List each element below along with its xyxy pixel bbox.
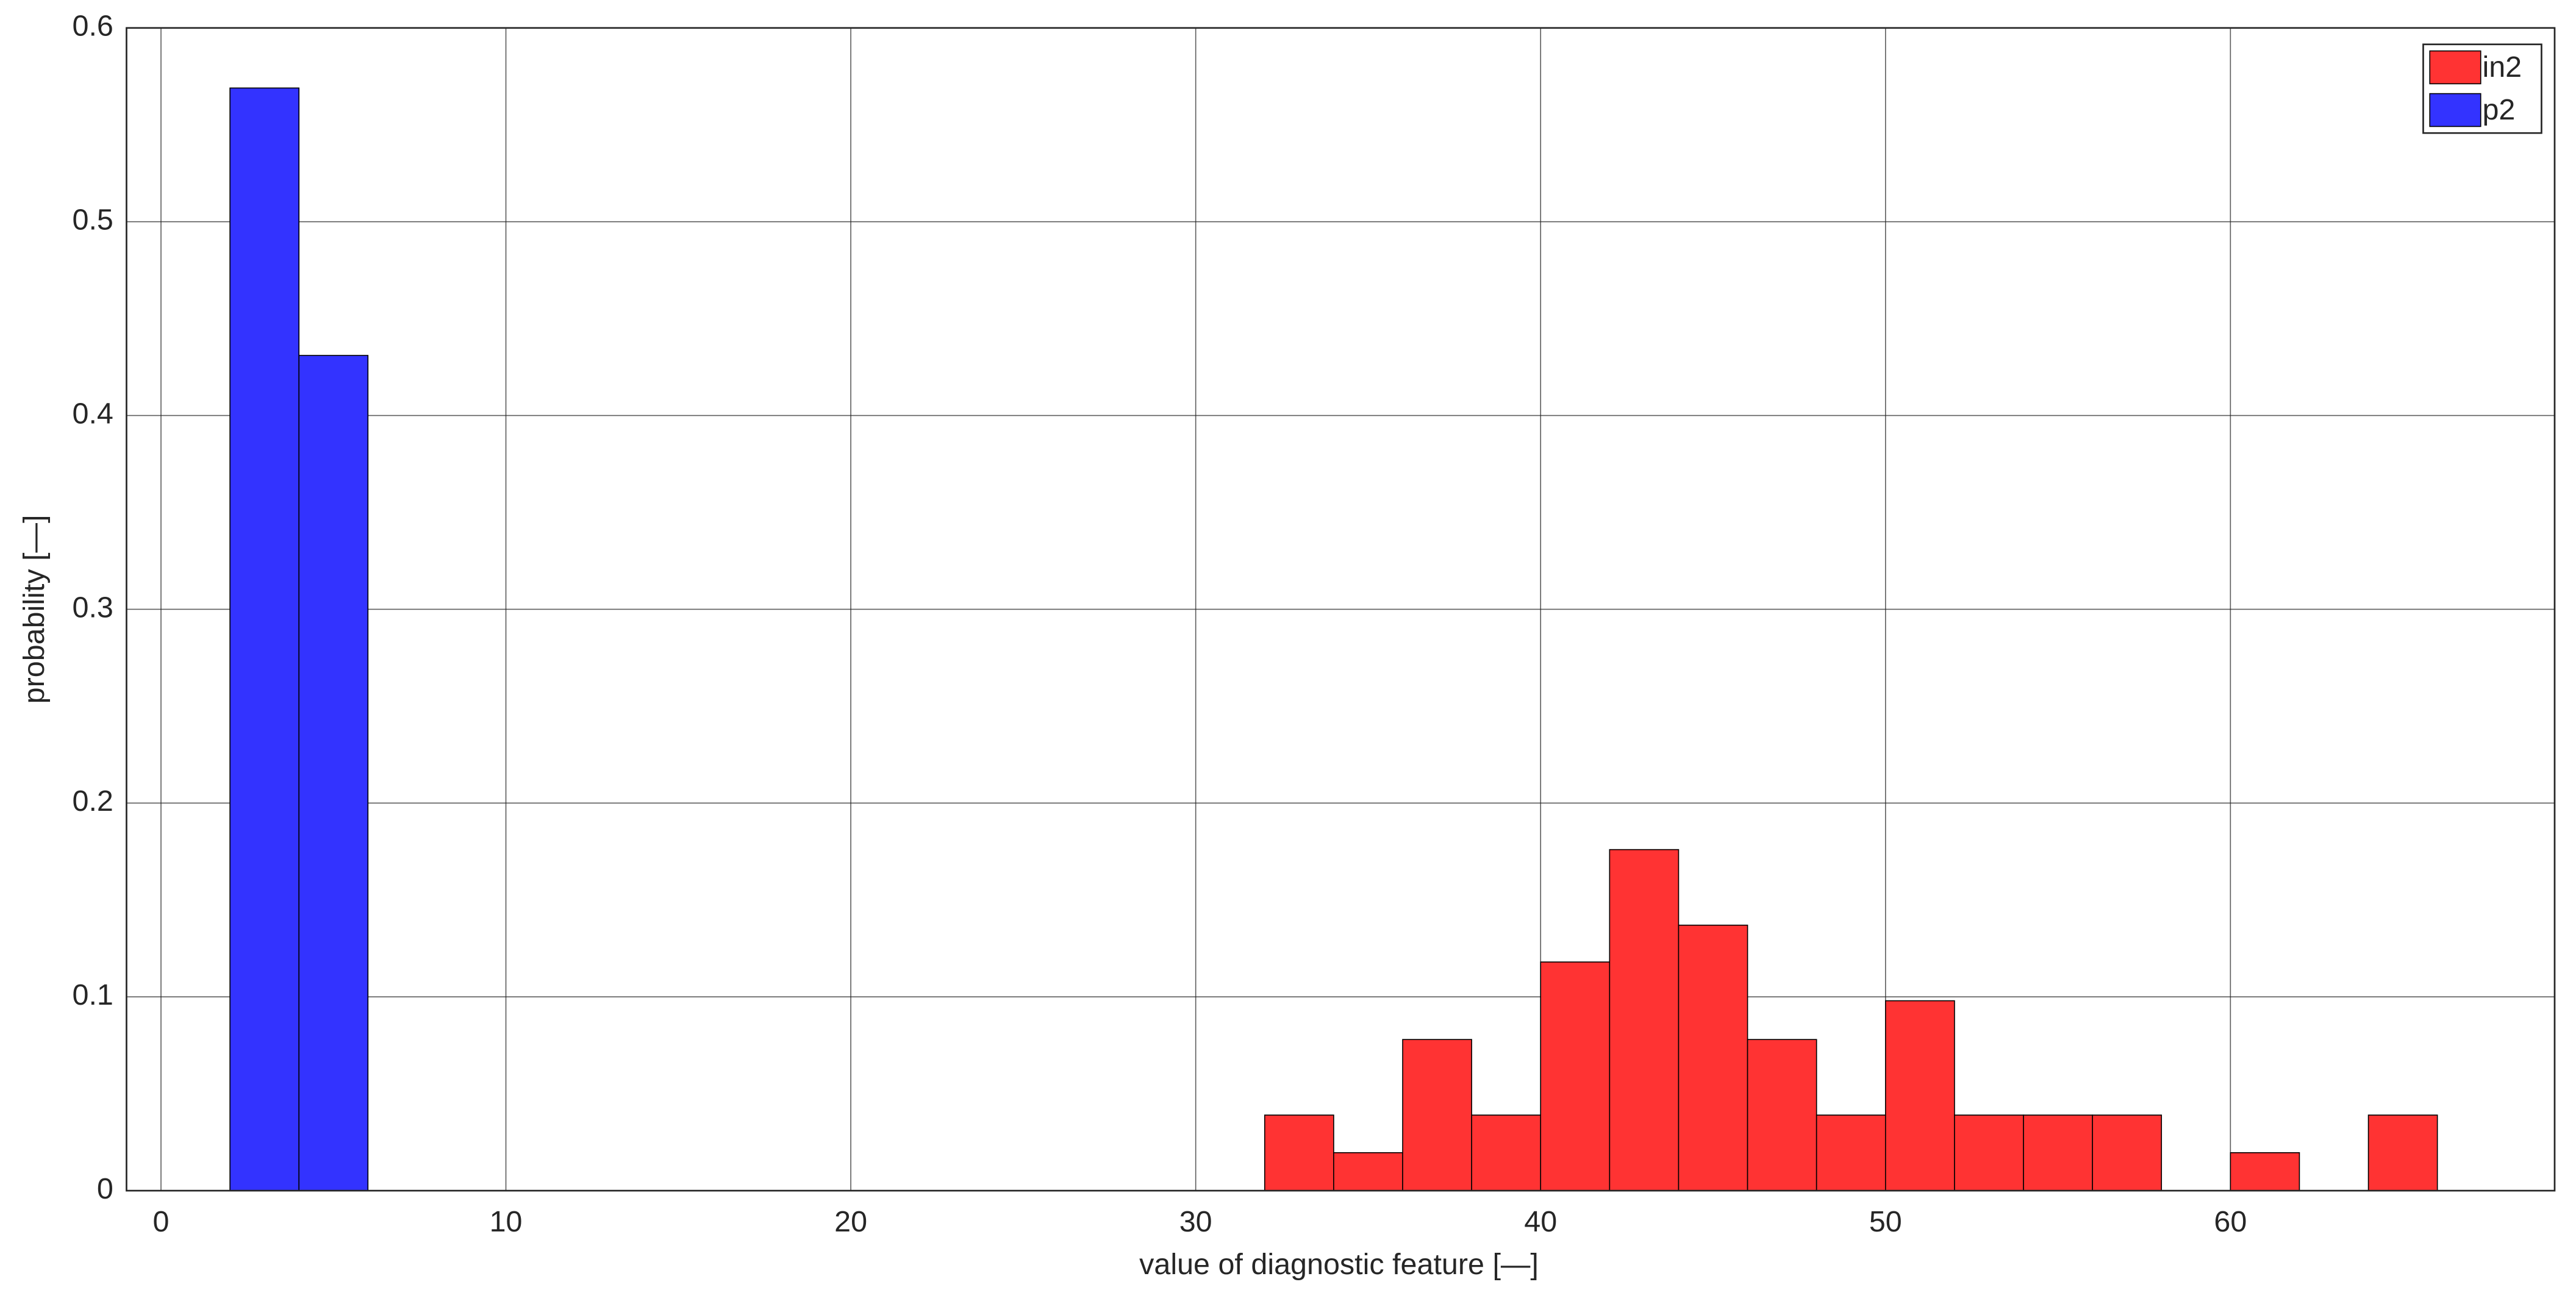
histogram-bar — [2230, 1152, 2300, 1191]
histogram-bar — [1471, 1114, 1542, 1191]
y-axis-label: probability [—] — [18, 515, 51, 704]
legend-label: p2 — [2482, 93, 2515, 126]
x-tick-label: 60 — [2214, 1205, 2247, 1238]
legend-swatch — [2429, 50, 2481, 85]
histogram-bar — [2023, 1114, 2093, 1191]
legend-swatch — [2429, 93, 2481, 127]
legend-label: in2 — [2482, 51, 2522, 84]
x-tick-label: 20 — [834, 1205, 867, 1238]
histogram-bar — [1540, 961, 1611, 1191]
y-tick-label: 0.5 — [72, 204, 113, 237]
x-tick-label: 40 — [1524, 1205, 1557, 1238]
y-tick-label: 0.4 — [72, 397, 113, 430]
histogram-bar — [2367, 1114, 2438, 1191]
histogram-bar — [1402, 1039, 1472, 1191]
histogram-bar — [1678, 924, 1748, 1191]
histogram-bar — [1747, 1039, 1817, 1191]
y-tick-label: 0.6 — [72, 10, 113, 43]
y-tick-label: 0.3 — [72, 591, 113, 624]
histogram-bar — [1884, 1000, 1955, 1191]
histogram-bar — [1954, 1114, 2024, 1191]
x-tick-label: 50 — [1869, 1205, 1902, 1238]
histogram-bar — [1333, 1152, 1403, 1191]
histogram-bar — [1264, 1114, 1334, 1191]
axes-box — [126, 27, 2556, 1192]
y-tick-label: 0 — [97, 1172, 113, 1205]
histogram-bar — [1816, 1114, 1886, 1191]
histogram-bar — [2092, 1114, 2163, 1191]
histogram-bar — [1609, 849, 1680, 1191]
x-axis-label: value of diagnostic feature [—] — [1139, 1248, 1539, 1281]
x-tick-label: 10 — [490, 1205, 523, 1238]
x-tick-label: 30 — [1179, 1205, 1212, 1238]
x-tick-label: 0 — [153, 1205, 170, 1238]
histogram-bar — [229, 87, 300, 1191]
y-tick-label: 0.1 — [72, 978, 113, 1011]
histogram-bar — [298, 355, 369, 1191]
y-tick-label: 0.2 — [72, 785, 113, 818]
